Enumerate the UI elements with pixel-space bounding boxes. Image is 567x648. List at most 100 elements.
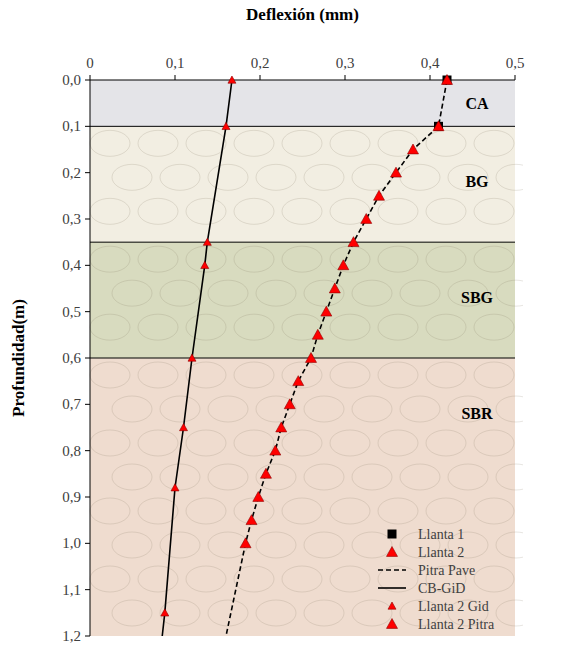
texture [474,130,514,156]
texture [474,566,514,592]
texture [90,198,130,224]
y-tick-label: 0,1 [62,118,81,134]
texture [186,198,226,224]
texture [496,280,523,306]
texture [400,164,440,190]
texture [90,130,130,156]
texture [378,246,418,272]
series-line [226,80,447,636]
legend-label: Llanta 1 [418,527,464,542]
texture [186,498,226,524]
layer-band [90,80,515,126]
texture [474,198,514,224]
texture [426,498,466,524]
texture [352,164,392,190]
marks [161,75,453,637]
texture [138,130,178,156]
layer-band [90,358,515,636]
texture [90,566,130,592]
texture [474,498,514,524]
x-tick [260,75,261,80]
texture [330,566,370,592]
layers [90,80,523,636]
texture [160,396,200,422]
y-tick-label: 0,8 [62,443,81,459]
point [246,515,257,525]
texture [426,314,466,340]
texture [304,164,344,190]
texture [378,566,418,592]
texture [208,396,248,422]
texture [234,130,274,156]
texture [208,600,248,626]
texture [160,464,200,490]
y-tick [85,497,90,498]
texture [90,246,130,272]
point [260,468,271,478]
legend-label: Llanta 2 Gid [418,599,489,614]
texture [138,246,178,272]
texture [256,280,296,306]
point [306,353,317,363]
texture [378,314,418,340]
texture [112,280,152,306]
texture [304,280,344,306]
texture [282,198,322,224]
texture [282,498,322,524]
texture [138,198,178,224]
y-tick [85,265,90,266]
point [348,237,359,247]
point [433,121,444,131]
texture [256,532,296,558]
texture [160,164,200,190]
point [201,261,209,268]
point [312,329,323,339]
texture [352,396,392,422]
texture [496,532,523,558]
legend-swatch [388,530,397,539]
texture [330,362,370,388]
texture [112,532,152,558]
point [374,190,385,200]
y-tick [85,126,90,127]
texture [474,362,514,388]
x-tick-label: 0,5 [506,55,525,71]
layer-band [90,126,515,242]
y-tick [85,636,90,637]
texture [496,396,523,422]
texture [208,280,248,306]
y-tick-label: 1,2 [62,628,81,644]
point [284,399,295,409]
y-tick [85,404,90,405]
legend: Llanta 1Llanta 2Pitra PaveCB-GiDLlanta 2… [378,527,495,632]
texture [304,532,344,558]
texture [426,130,466,156]
y-tick-label: 0,9 [62,489,81,505]
x-tick-label: 0,2 [251,55,270,71]
texture [378,130,418,156]
texture [90,314,130,340]
point [270,445,281,455]
texture [330,130,370,156]
chart: 00,10,20,30,40,50,00,10,20,30,40,50,60,7… [0,0,567,648]
point [222,122,230,129]
point [228,76,236,83]
layer-label: BG [465,173,489,190]
point [293,376,304,386]
texture [426,362,466,388]
texture [330,430,370,456]
texture [138,362,178,388]
texture [160,280,200,306]
y-tick [85,172,90,173]
legend-swatch [387,619,398,629]
legend-swatch [388,602,396,609]
texture [282,362,322,388]
texture [208,464,248,490]
legend-swatch [387,547,398,557]
legend-swatch [378,569,406,571]
texture [90,362,130,388]
layer-boundary [90,126,515,127]
texture [304,464,344,490]
texture [186,566,226,592]
legend-label: Llanta 2 Pitra [418,617,495,632]
